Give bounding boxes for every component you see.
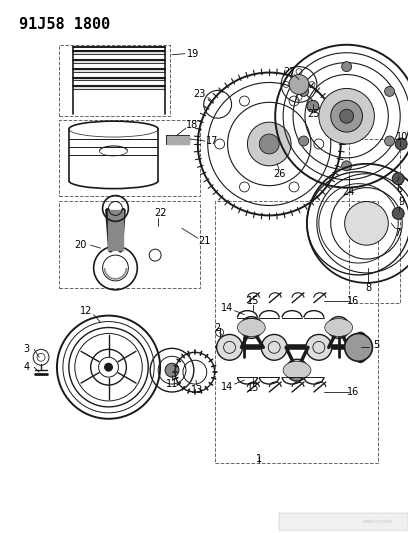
Text: 21: 21: [198, 236, 211, 246]
Text: 2: 2: [214, 322, 220, 333]
Text: 3: 3: [23, 344, 29, 354]
Text: 5: 5: [372, 341, 379, 350]
Text: 16: 16: [346, 387, 359, 397]
Bar: [59, 200, 199, 288]
Circle shape: [298, 86, 308, 96]
Text: 15: 15: [247, 383, 259, 393]
Circle shape: [240, 317, 262, 338]
Ellipse shape: [283, 361, 310, 379]
Text: 19: 19: [186, 49, 198, 59]
Circle shape: [327, 317, 349, 338]
Text: 13: 13: [190, 385, 202, 395]
Circle shape: [298, 136, 308, 146]
Circle shape: [288, 75, 308, 94]
Text: 26: 26: [272, 169, 285, 179]
Circle shape: [285, 359, 307, 381]
Circle shape: [305, 334, 331, 360]
Circle shape: [384, 136, 393, 146]
Text: 11: 11: [166, 379, 178, 389]
Text: 27: 27: [282, 67, 294, 77]
Circle shape: [216, 334, 242, 360]
Bar: [279, 513, 407, 531]
Text: watermark: watermark: [362, 520, 392, 524]
Circle shape: [339, 109, 353, 123]
Text: 24: 24: [342, 187, 354, 197]
Text: 22: 22: [153, 208, 166, 219]
Text: 6: 6: [395, 184, 401, 193]
Text: 20: 20: [74, 240, 87, 250]
Text: 14: 14: [221, 382, 233, 392]
Circle shape: [344, 201, 387, 245]
Circle shape: [261, 334, 286, 360]
Circle shape: [258, 134, 279, 154]
Text: 16: 16: [346, 296, 359, 306]
Text: 14: 14: [221, 303, 233, 313]
Ellipse shape: [352, 333, 368, 362]
Text: 8: 8: [364, 283, 371, 293]
Bar: [59, 45, 170, 116]
Circle shape: [247, 122, 290, 166]
Circle shape: [344, 334, 371, 361]
Text: 9: 9: [397, 197, 403, 206]
Text: 4: 4: [23, 362, 29, 372]
Text: 18: 18: [185, 120, 198, 130]
Text: 91J58 1800: 91J58 1800: [19, 17, 110, 32]
Circle shape: [104, 363, 112, 371]
Circle shape: [330, 100, 362, 132]
Circle shape: [394, 138, 406, 150]
Text: 1: 1: [256, 455, 262, 464]
Circle shape: [391, 173, 403, 184]
Bar: [59, 120, 199, 196]
Text: 25: 25: [307, 109, 319, 119]
Circle shape: [306, 100, 318, 112]
Text: 15: 15: [247, 296, 259, 306]
Text: 12: 12: [79, 305, 92, 316]
Circle shape: [165, 363, 179, 377]
Text: 7: 7: [393, 228, 399, 238]
Bar: [348, 139, 399, 303]
Circle shape: [384, 86, 393, 96]
Ellipse shape: [237, 319, 265, 336]
Text: 23: 23: [193, 90, 205, 99]
Bar: [214, 200, 378, 463]
Circle shape: [391, 207, 403, 220]
Circle shape: [341, 62, 351, 71]
Text: 10: 10: [395, 132, 407, 142]
Circle shape: [341, 161, 351, 171]
Circle shape: [318, 88, 373, 144]
Text: 17: 17: [205, 136, 217, 146]
Ellipse shape: [324, 319, 352, 336]
